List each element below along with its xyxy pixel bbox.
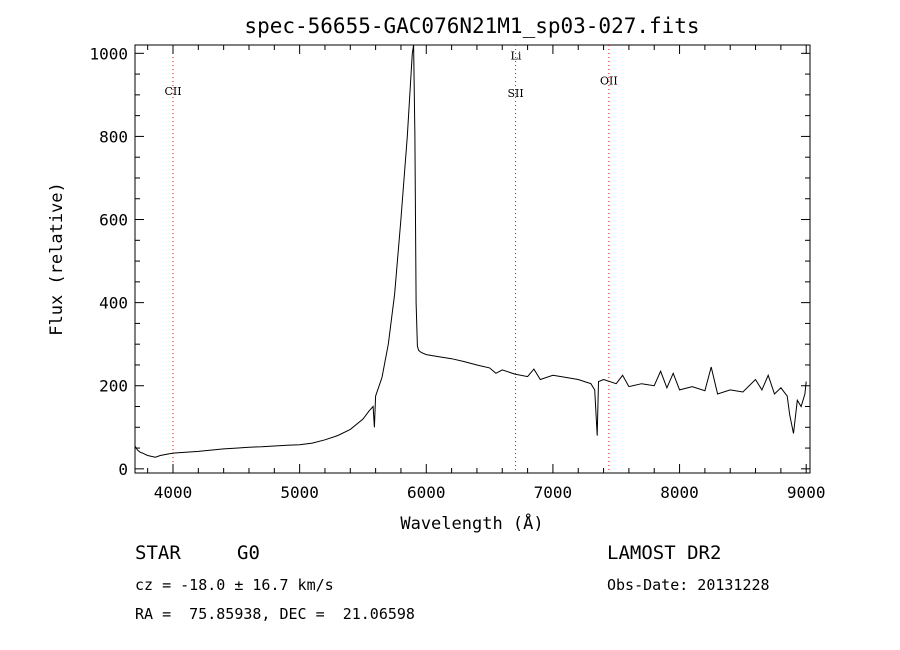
object-class: STAR [135, 542, 181, 564]
x-tick-label: 8000 [660, 483, 699, 502]
y-tick-label: 800 [99, 127, 128, 146]
coordinates: RA = 75.85938, DEC = 21.06598 [135, 605, 415, 623]
y-tick-label: 1000 [89, 44, 128, 63]
redshift-velocity: cz = -18.0 ± 16.7 km/s [135, 576, 334, 594]
y-tick-label: 200 [99, 377, 128, 396]
y-axis: 0 200 400 600 800 1000 [89, 44, 810, 479]
line-label-oii: OII [600, 74, 618, 87]
line-label-li: Li [511, 50, 522, 63]
object-subclass: G0 [237, 542, 260, 564]
x-axis: 4000 5000 6000 7000 8000 9000 [147, 45, 826, 502]
line-label-sii: SII [507, 87, 523, 100]
survey-name: LAMOST DR2 [607, 542, 722, 564]
emission-line-markers: CII SII Li OII [164, 45, 618, 473]
observation-date: Obs-Date: 20131228 [607, 576, 770, 594]
x-tick-label: 4000 [154, 483, 193, 502]
y-tick-label: 600 [99, 211, 128, 230]
x-axis-label: Wavelength (Å) [400, 512, 543, 534]
spectrum-line [134, 44, 807, 458]
x-tick-label: 6000 [407, 483, 446, 502]
y-axis-label: Flux (relative) [47, 182, 67, 336]
x-tick-label: 5000 [280, 483, 319, 502]
x-tick-label: 9000 [787, 483, 826, 502]
chart-title: spec-56655-GAC076N21M1_sp03-027.fits [244, 14, 699, 38]
y-tick-label: 400 [99, 294, 128, 313]
plot-frame [134, 44, 811, 474]
line-label-cii: CII [164, 85, 181, 98]
y-tick-label: 0 [118, 460, 128, 479]
x-tick-label: 7000 [534, 483, 573, 502]
